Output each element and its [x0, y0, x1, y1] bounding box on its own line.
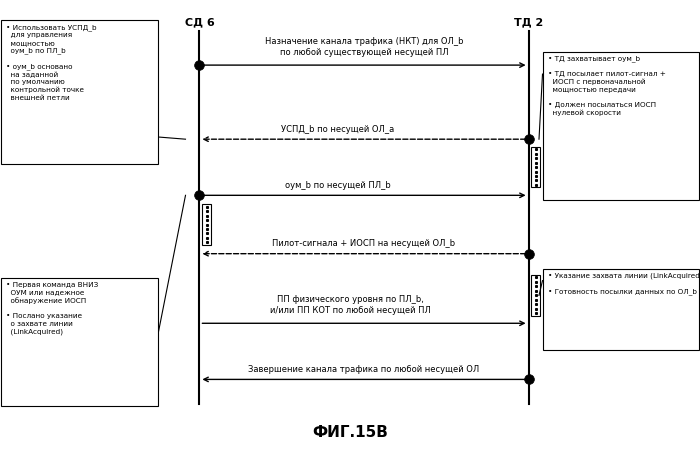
Text: • Указание захвата линии (LinkAcquired)

• Готовность посылки данных по ОЛ_b: • Указание захвата линии (LinkAcquired) … [548, 273, 700, 295]
Bar [542, 269, 699, 350]
Bar [202, 204, 211, 245]
Bar [1, 278, 158, 406]
Text: ТД 2: ТД 2 [514, 17, 543, 27]
Text: Завершение канала трафика по любой несущей ОЛ: Завершение канала трафика по любой несущ… [248, 365, 480, 374]
Text: ФИГ.15В: ФИГ.15В [312, 425, 388, 440]
Bar [531, 275, 540, 316]
Text: ПП физического уровня по ПЛ_b,
и/или ПП КОТ по любой несущей ПЛ: ПП физического уровня по ПЛ_b, и/или ПП … [270, 295, 431, 315]
Text: • ТД захватывает оум_b

• ТД посылает пилот-сигнал +
  ИОСП с первоначальной
  м: • ТД захватывает оум_b • ТД посылает пил… [548, 55, 666, 116]
Text: • Первая команда ВНИЗ
  ОУМ или надежное
  обнаружение ИОСП

• Послано указание
: • Первая команда ВНИЗ ОУМ или надежное о… [6, 282, 99, 335]
Text: оум_b по несущей ПЛ_b: оум_b по несущей ПЛ_b [285, 181, 391, 190]
Bar [1, 20, 158, 164]
Text: СД 6: СД 6 [185, 17, 214, 27]
Text: • Использовать УСПД_b
  для управления
  мощностью
  оум_b по ПЛ_b

• оум_b осно: • Использовать УСПД_b для управления мощ… [6, 24, 97, 101]
Text: УСПД_b по несущей ОЛ_a: УСПД_b по несущей ОЛ_a [281, 125, 394, 134]
Bar [531, 147, 540, 187]
Bar [542, 52, 699, 200]
Text: Пилот-сигнала + ИОСП на несущей ОЛ_b: Пилот-сигнала + ИОСП на несущей ОЛ_b [272, 239, 456, 248]
Text: Назначение канала трафика (НКТ) для ОЛ_b
по любой существующей несущей ПЛ: Назначение канала трафика (НКТ) для ОЛ_b… [265, 37, 463, 57]
